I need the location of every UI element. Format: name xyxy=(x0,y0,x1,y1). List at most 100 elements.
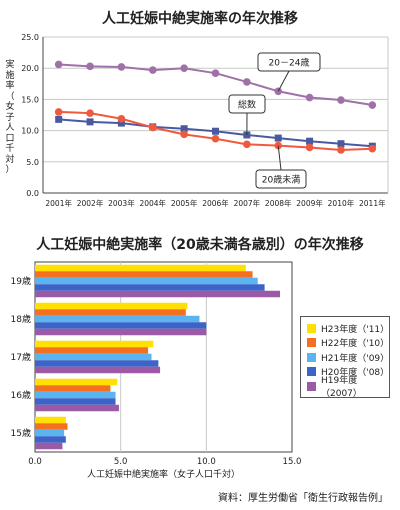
bar xyxy=(35,398,116,405)
bar xyxy=(35,423,68,430)
series-label: 20－24歳 xyxy=(269,57,310,69)
x-tick-label: 2011年 xyxy=(359,198,386,208)
x-tick-label: 2005年 xyxy=(171,198,198,208)
bar xyxy=(35,315,200,323)
data-point xyxy=(368,144,377,153)
data-point xyxy=(211,134,220,143)
bar xyxy=(35,436,66,443)
x-tick-label: 2003年 xyxy=(108,198,135,208)
data-point xyxy=(54,108,63,116)
data-point xyxy=(306,137,314,145)
bar xyxy=(35,309,186,316)
legend-label: H22年度（'10） xyxy=(321,339,390,350)
y-tick-label: 0.0 xyxy=(26,189,39,198)
legend-item: H21年度（'09） xyxy=(301,350,389,365)
callout-leader xyxy=(277,145,282,171)
data-point xyxy=(337,140,345,148)
data-point xyxy=(180,64,188,72)
bar xyxy=(35,277,258,285)
legend-label: H23年度（'11） xyxy=(321,324,390,335)
data-point xyxy=(305,143,314,152)
bar xyxy=(35,328,207,336)
bar-chart: 0.0 5.0 10.0 15.0 19歳 18歳 17歳 16歳 15歳人工妊娠中絶実施率（女… xyxy=(11,261,302,480)
bar xyxy=(35,284,265,291)
data-point xyxy=(180,130,188,139)
data-point xyxy=(180,125,188,133)
data-point xyxy=(274,134,282,142)
x-tick-label: 2009年 xyxy=(296,198,323,208)
bar xyxy=(35,322,207,329)
bar xyxy=(35,340,154,348)
x-tick-label: 10.0 xyxy=(197,457,216,467)
legend-swatch xyxy=(307,367,316,377)
bar xyxy=(35,347,149,354)
legend-item: H20年度（'08） xyxy=(301,365,389,380)
data-point xyxy=(86,109,94,117)
category-label: 19歳 xyxy=(11,275,31,287)
x-tick-label: 2007年 xyxy=(234,198,261,208)
category-label: 17歳 xyxy=(11,351,31,363)
data-point xyxy=(243,78,251,86)
bar xyxy=(35,302,188,310)
data-point xyxy=(148,123,157,132)
y-tick-label: 10.0 xyxy=(21,127,39,136)
data-point xyxy=(337,96,345,104)
bar-chart-legend: H23年度（'11） H22年度（'10） H21年度（'09） H20年度（'08）… xyxy=(300,316,390,399)
x-tick-label: 2006年 xyxy=(202,198,229,208)
legend-label: H19年度（2007） xyxy=(321,376,362,400)
series-label: 20歳未満 xyxy=(262,174,300,186)
legend-swatch xyxy=(307,381,316,391)
callout-leader xyxy=(277,70,290,92)
bar xyxy=(35,290,281,298)
data-point xyxy=(86,118,94,126)
bar xyxy=(35,385,111,392)
legend-label: H21年度（'09） xyxy=(321,353,390,364)
data-point xyxy=(212,127,219,135)
data-point xyxy=(243,140,251,149)
data-point xyxy=(211,69,220,77)
category-label: 15歳 xyxy=(11,427,31,439)
data-point xyxy=(368,101,377,109)
line-chart: 0.0 5.0 10.0 15.0 20.0 25.0 2001年 2002年 2003年 200… xyxy=(21,33,389,208)
legend-swatch xyxy=(307,352,316,362)
y-tick-label: 15.0 xyxy=(21,95,39,104)
x-tick-label: 15.0 xyxy=(283,457,302,467)
data-point xyxy=(86,62,94,71)
callout-box xyxy=(228,94,266,114)
y-tick-label: 5.0 xyxy=(26,158,39,167)
bar xyxy=(35,360,159,367)
line-chart-ylabel: 実施率（女子人口千対） xyxy=(5,60,15,175)
data-point xyxy=(117,119,125,127)
x-tick-label: 2008年 xyxy=(265,198,292,208)
x-tick-label: 2010年 xyxy=(328,198,355,208)
legend-label: H20年度（'08） xyxy=(321,368,390,379)
bar xyxy=(35,416,66,424)
x-tick-label: 0.0 xyxy=(28,457,42,467)
bar xyxy=(35,271,253,278)
bar xyxy=(35,391,116,399)
legend-swatch xyxy=(307,323,316,333)
legend-swatch xyxy=(307,338,316,348)
series-label: 総数 xyxy=(238,99,256,111)
source-note: 資料：厚生労働省「衛生行政報告例」 xyxy=(218,493,388,504)
bar-chart-title: 人工妊娠中絶実施率（20歳未満各歳別）の年次推移 xyxy=(36,237,364,253)
legend-item: H19年度（2007） xyxy=(301,376,389,399)
bar xyxy=(35,264,246,272)
x-axis-label: 人工妊娠中絶実施率（女子人口千対） xyxy=(87,468,240,480)
bar xyxy=(35,429,65,437)
data-point xyxy=(305,93,314,102)
data-point xyxy=(117,114,126,123)
legend-item: H23年度（'11） xyxy=(301,321,389,336)
x-tick-label: 2002年 xyxy=(77,198,104,208)
line-chart-title: 人工妊娠中絶実施率の年次推移 xyxy=(102,11,298,27)
category-label: 18歳 xyxy=(11,313,31,325)
data-point xyxy=(55,115,63,123)
bar xyxy=(35,404,119,412)
x-tick-label: 5.0 xyxy=(114,457,128,467)
category-label: 16歳 xyxy=(11,389,31,401)
callout-box xyxy=(255,169,307,189)
x-tick-label: 2001年 xyxy=(45,198,72,208)
data-point xyxy=(117,63,126,71)
y-tick-label: 25.0 xyxy=(21,33,39,42)
data-point xyxy=(337,146,345,154)
